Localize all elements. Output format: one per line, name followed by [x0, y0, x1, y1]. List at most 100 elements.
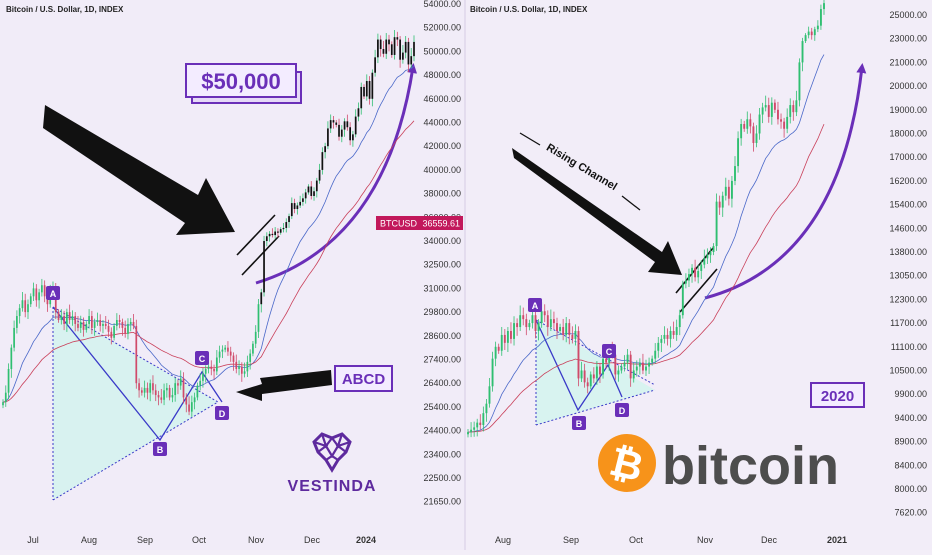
right-candles [467, 0, 825, 438]
left-candle [157, 390, 160, 406]
right-candle [666, 328, 669, 346]
right-candle [635, 360, 638, 377]
left-candle [24, 293, 27, 318]
left-candle [257, 298, 260, 338]
right-candle [801, 37, 804, 72]
left-x-tick-label: Nov [248, 535, 265, 545]
left-candle [115, 313, 118, 331]
svg-text:C: C [199, 354, 206, 364]
rising-channel-line-b [621, 195, 641, 211]
left-y-tick-label: 21650.00 [423, 497, 461, 507]
left-candle [57, 309, 60, 323]
abcd-box [334, 365, 393, 392]
left-y-tick-label: 32500.00 [423, 260, 461, 270]
right-candle [709, 247, 712, 263]
left-candle [18, 304, 21, 324]
svg-text:D: D [219, 409, 226, 419]
right-candle [488, 378, 491, 408]
abcd-label: ABCD [342, 371, 385, 388]
right-candle [743, 120, 746, 132]
left-candle [60, 309, 63, 325]
left-y-tick-label: 28600.00 [423, 331, 461, 341]
left-candle [124, 320, 127, 338]
right-y-tick-label: 25000.00 [889, 10, 927, 20]
right-candle [479, 414, 482, 430]
point-c-right: C [602, 344, 616, 358]
left-candle [371, 69, 374, 107]
vestinda-wordmark: VESTINDA [288, 478, 377, 495]
right-x-tick-label: Aug [495, 535, 511, 545]
left-y-tick-label: 31000.00 [423, 283, 461, 293]
right-candle [786, 108, 789, 134]
right-candle [562, 318, 565, 341]
right-candle [491, 351, 494, 392]
left-candle [285, 218, 288, 233]
right-y-tick-label: 14600.00 [889, 223, 927, 233]
left-candle [13, 320, 15, 352]
left-candle [110, 327, 113, 345]
left-candle [340, 125, 343, 143]
left-candle [93, 318, 96, 336]
left-candle [202, 368, 204, 388]
channel-bottom-2020 [679, 268, 718, 313]
left-candle [32, 282, 35, 302]
right-candle [694, 259, 697, 282]
right-candle [651, 355, 654, 366]
left-candle [252, 341, 254, 357]
right-candle [497, 343, 500, 354]
right-candle [543, 304, 546, 323]
right-candle [476, 418, 479, 437]
left-candle [118, 314, 121, 329]
left-y-tick-label: 34000.00 [423, 236, 461, 246]
right-candle [629, 350, 632, 387]
left-candle [240, 362, 243, 382]
right-candle [777, 101, 779, 125]
right-y-tick-label: 17000.00 [889, 152, 927, 162]
right-y-tick-label: 8900.00 [894, 437, 927, 447]
abcd-arrow [236, 370, 332, 401]
left-annotations [43, 63, 418, 501]
left-candle [82, 317, 85, 337]
purple-curve-arrow [255, 63, 418, 285]
right-y-tick-label: 20000.00 [889, 81, 927, 91]
right-candle [513, 316, 515, 346]
point-d-left: D [215, 406, 229, 420]
price-tag-value: 36559.61 [422, 219, 460, 229]
left-candle [249, 349, 252, 370]
purple-curve-arrow-2020 [704, 63, 867, 300]
right-candle [734, 156, 736, 186]
left-candle [360, 82, 363, 115]
left-candle [163, 383, 165, 406]
left-candle [135, 319, 138, 389]
left-y-tick-label: 46000.00 [423, 94, 461, 104]
left-candle [71, 310, 74, 326]
right-candle [718, 195, 721, 215]
right-candle [657, 337, 660, 358]
left-candle [99, 314, 102, 332]
left-candle [168, 384, 171, 401]
right-x-tick-label: Sep [563, 535, 579, 545]
left-candle [74, 312, 77, 332]
left-candle [104, 315, 107, 330]
right-candle [810, 27, 813, 40]
right-candle [780, 113, 782, 129]
left-x-tick-label: Oct [192, 535, 207, 545]
left-candle [404, 36, 407, 59]
left-candle [107, 319, 110, 337]
left-candle [310, 181, 313, 200]
right-candle [749, 113, 752, 134]
left-candle [66, 308, 68, 332]
left-y-tick-label: 40000.00 [423, 165, 461, 175]
right-candle [595, 361, 598, 385]
left-candle [235, 354, 238, 374]
year-box [810, 382, 865, 408]
left-candle [290, 197, 293, 220]
right-candle [549, 309, 552, 332]
left-candle [288, 213, 290, 228]
left-candle [379, 35, 382, 57]
right-candle [494, 341, 497, 367]
left-candle [368, 76, 371, 105]
left-candle [365, 74, 368, 101]
left-candle [221, 345, 224, 359]
rising-channel-line-a [519, 132, 541, 146]
